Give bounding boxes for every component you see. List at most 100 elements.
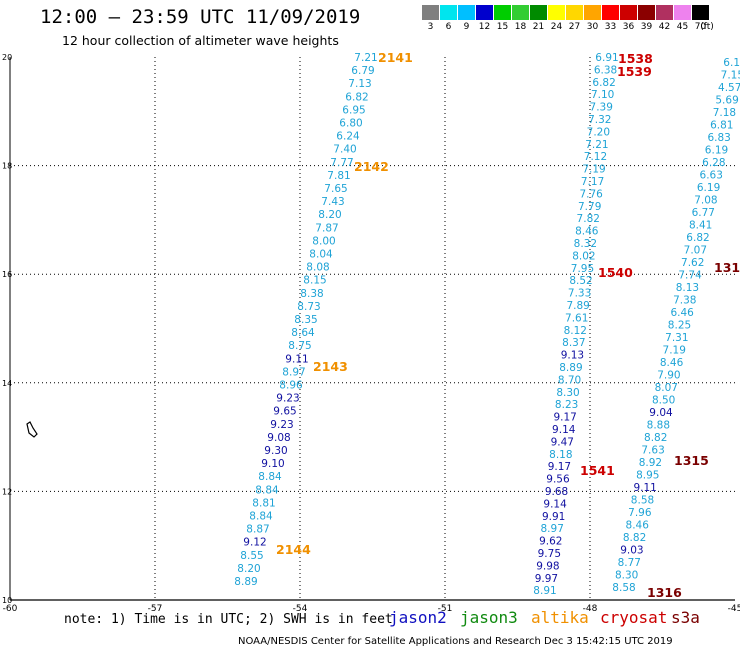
wave-height-value: 9.03 (620, 545, 643, 557)
wave-height-value: 7.81 (327, 170, 350, 182)
lat-tick-label: 20 (2, 53, 12, 62)
wave-height-value: 7.87 (315, 222, 338, 234)
wave-height-value: 8.96 (279, 380, 303, 392)
wave-height-value: 9.04 (649, 407, 673, 419)
credit-line: NOAA/NESDIS Center for Satellite Applica… (238, 636, 673, 647)
wave-height-value: 9.17 (548, 461, 571, 473)
wave-height-value: 9.98 (536, 560, 559, 572)
legend-swatch (512, 5, 529, 20)
lon-tick-label: -51 (438, 604, 453, 614)
wave-height-value: 6.80 (339, 118, 362, 130)
wave-height-value: 7.90 (657, 370, 680, 382)
wave-height-value: 7.21 (585, 139, 608, 151)
wave-height-value: 9.12 (243, 537, 266, 549)
wave-height-value: 8.20 (237, 563, 260, 575)
wave-height-value: 8.04 (309, 249, 333, 261)
wave-height-value: 8.84 (249, 511, 273, 523)
wave-height-value: 7.31 (665, 332, 688, 344)
lat-tick-label: 10 (2, 596, 12, 605)
wave-height-value: 8.12 (564, 325, 587, 337)
wave-height-value: 7.96 (628, 507, 652, 519)
legend-label: 33 (604, 22, 617, 32)
satellite-label-jason3: jason3 (460, 608, 518, 627)
wave-height-value: 8.32 (574, 238, 597, 250)
lon-tick-label: -57 (148, 604, 163, 614)
satellite-label-altika: altika (531, 608, 589, 627)
satellite-label-jason2: jason2 (389, 608, 447, 627)
legend-swatch (476, 5, 493, 20)
wave-height-value: 8.20 (318, 209, 341, 221)
pass-number-label: 2141 (378, 50, 413, 65)
pass-number-label: 2144 (276, 542, 311, 557)
wave-height-value: 8.46 (626, 520, 650, 532)
lon-tick-label: -54 (293, 604, 308, 614)
wave-height-value: 7.32 (588, 114, 611, 126)
legend-swatch (602, 5, 619, 20)
wave-height-value: 6.63 (700, 170, 723, 182)
wave-height-value: 7.89 (566, 300, 589, 312)
wave-height-value: 8.70 (558, 374, 581, 386)
wave-height-value: 8.97 (282, 366, 305, 378)
wave-height-value: 7.38 (673, 295, 696, 307)
wave-height-value: 9.75 (538, 548, 561, 560)
wave-height-value: 9.91 (542, 511, 565, 523)
wave-height-value: 7.74 (678, 270, 702, 282)
wave-height-value: 9.14 (552, 424, 576, 436)
wave-height-value: 7.63 (641, 445, 664, 457)
wave-height-value: 8.55 (240, 550, 263, 562)
wave-height-value: 7.43 (321, 196, 344, 208)
wave-height-value: 8.30 (615, 570, 638, 582)
wave-height-value: 6.13 (723, 57, 740, 69)
wave-height-value: 7.76 (579, 188, 603, 200)
page-subtitle: 12 hour collection of altimeter wave hei… (62, 33, 339, 48)
wave-height-value: 9.65 (273, 406, 296, 418)
wave-height-value: 8.02 (572, 250, 595, 262)
wave-height-value: 7.62 (681, 257, 704, 269)
wave-height-value: 8.73 (297, 301, 320, 313)
legend-label: 24 (550, 22, 563, 32)
wave-height-value: 9.68 (545, 486, 568, 498)
wave-height-value: 9.11 (633, 482, 656, 494)
wave-height-value: 8.77 (618, 557, 641, 569)
wave-height-value: 9.11 (285, 353, 308, 365)
wave-height-value: 4.57 (718, 82, 740, 94)
wave-height-value: 8.50 (652, 395, 675, 407)
island-outline (26, 421, 38, 438)
legend-swatch (440, 5, 457, 20)
wave-height-value: 7.61 (565, 312, 588, 324)
wave-height-value: 8.35 (294, 314, 317, 326)
wave-height-value: 9.13 (561, 350, 584, 362)
pass-number-label: 1538 (618, 51, 653, 66)
wave-height-value: 7.17 (581, 176, 604, 188)
wave-height-value: 9.47 (551, 436, 574, 448)
wave-height-value: 9.30 (264, 445, 287, 457)
legend-swatch (638, 5, 655, 20)
wave-height-value: 9.14 (543, 498, 567, 510)
wave-height-value: 8.23 (555, 399, 578, 411)
lon-tick-label: -45 (728, 604, 740, 614)
pass-number-label: 1316 (647, 585, 682, 600)
wave-height-value: 6.19 (705, 145, 728, 157)
wave-height-value: 8.13 (676, 282, 699, 294)
pass-number-label: 1315 (674, 453, 709, 468)
wave-height-value: 9.10 (261, 458, 284, 470)
wave-height-value: 7.95 (571, 263, 594, 275)
wave-height-value: 6.82 (345, 91, 368, 103)
pass-number-label: 1541 (580, 463, 615, 478)
wave-height-value: 9.23 (270, 419, 293, 431)
page-title: 12:00 — 23:59 UTC 11/09/2019 (40, 6, 361, 28)
wave-height-value: 7.79 (578, 201, 601, 213)
pass-number-label: 2143 (313, 359, 348, 374)
legend-label: 15 (496, 22, 509, 32)
wave-height-value: 8.82 (644, 432, 667, 444)
wave-height-value: 6.81 (710, 120, 733, 132)
lat-tick-label: 12 (2, 487, 12, 496)
wave-height-value: 6.82 (592, 77, 615, 89)
wave-height-value: 7.07 (684, 245, 707, 257)
legend-swatch (656, 5, 673, 20)
wave-height-value: 8.37 (562, 337, 585, 349)
wave-height-value: 8.88 (647, 420, 670, 432)
pass-number-label: 1539 (617, 64, 652, 79)
legend-swatch (566, 5, 583, 20)
